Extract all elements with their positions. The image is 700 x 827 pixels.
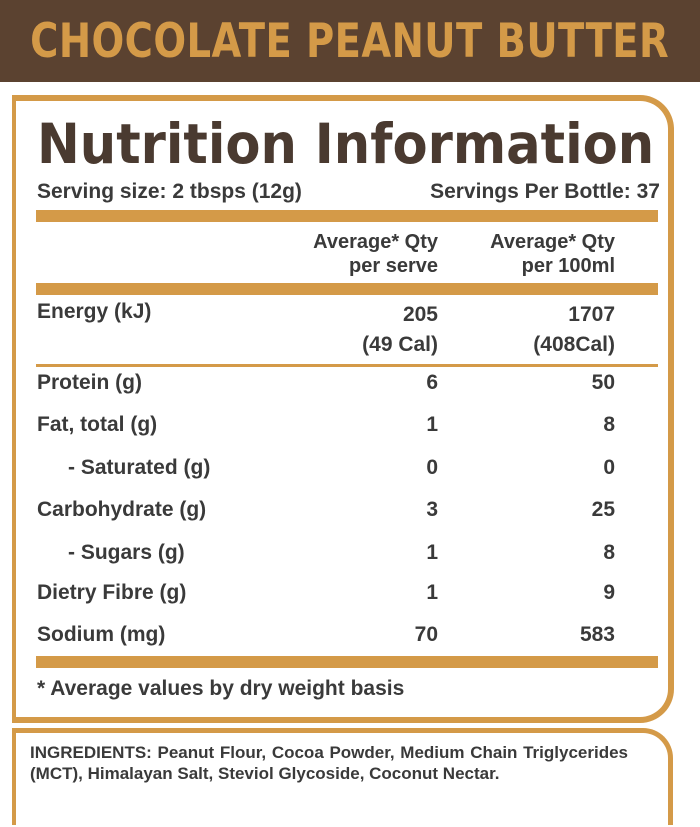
row-label: Carbohydrate (g) [37,498,207,521]
ingredients-panel [12,728,673,825]
value-per-100ml-sub: (408Cal) [533,333,615,356]
product-banner: CHOCOLATE PEANUT BUTTER [0,0,700,82]
value-per-serve: 0 [426,456,438,479]
row-label: Fat, total (g) [37,413,158,436]
column-header-per-serve: Average* Qty per serve [313,230,438,278]
servings-per-bottle: Servings Per Bottle: 37 [430,180,660,203]
row-label: Protein (g) [37,371,142,394]
column-header-line: Average* Qty [313,231,438,253]
nutrition-title: Nutrition Information [37,112,655,176]
value-per-serve: 70 [414,623,438,646]
value-per-serve: 1 [426,581,438,604]
column-header-per-100ml: Average* Qty per 100ml [490,230,615,278]
serving-size: Serving size: 2 tbsps (12g) [37,180,302,203]
value-per-100ml: 583 [579,623,615,646]
row-label: - Sugars (g) [68,541,185,564]
value-per-100ml: 8 [603,541,615,564]
row-label: Dietry Fibre (g) [37,581,187,604]
row-label: Sodium (mg) [37,623,166,646]
value-per-serve: 205 [402,303,438,326]
footnote: * Average values by dry weight basis [37,677,405,700]
value-per-serve-sub: (49 Cal) [362,333,438,356]
ingredients-text: INGREDIENTS: Peanut Flour, Cocoa Powder,… [30,743,628,783]
value-per-100ml: 8 [603,413,615,436]
divider-bar [36,656,658,668]
value-per-100ml: 25 [591,498,615,521]
value-per-serve: 6 [426,371,438,394]
row-label: - Saturated (g) [68,456,211,479]
divider-bar [36,283,658,295]
column-header-line: per serve [349,255,438,277]
column-header-line: Average* Qty [490,231,615,253]
value-per-serve: 3 [426,498,438,521]
row-label: Energy (kJ) [37,300,152,323]
product-name: CHOCOLATE PEANUT BUTTER [30,13,670,69]
value-per-100ml: 9 [603,581,615,604]
value-per-100ml: 1707 [568,303,615,326]
nutrition-panel [12,95,674,723]
column-header-line: per 100ml [521,255,615,277]
value-per-serve: 1 [426,541,438,564]
value-per-serve: 1 [426,413,438,436]
divider-bar [36,210,658,222]
value-per-100ml: 0 [603,456,615,479]
row-divider [36,364,658,367]
value-per-100ml: 50 [591,371,615,394]
